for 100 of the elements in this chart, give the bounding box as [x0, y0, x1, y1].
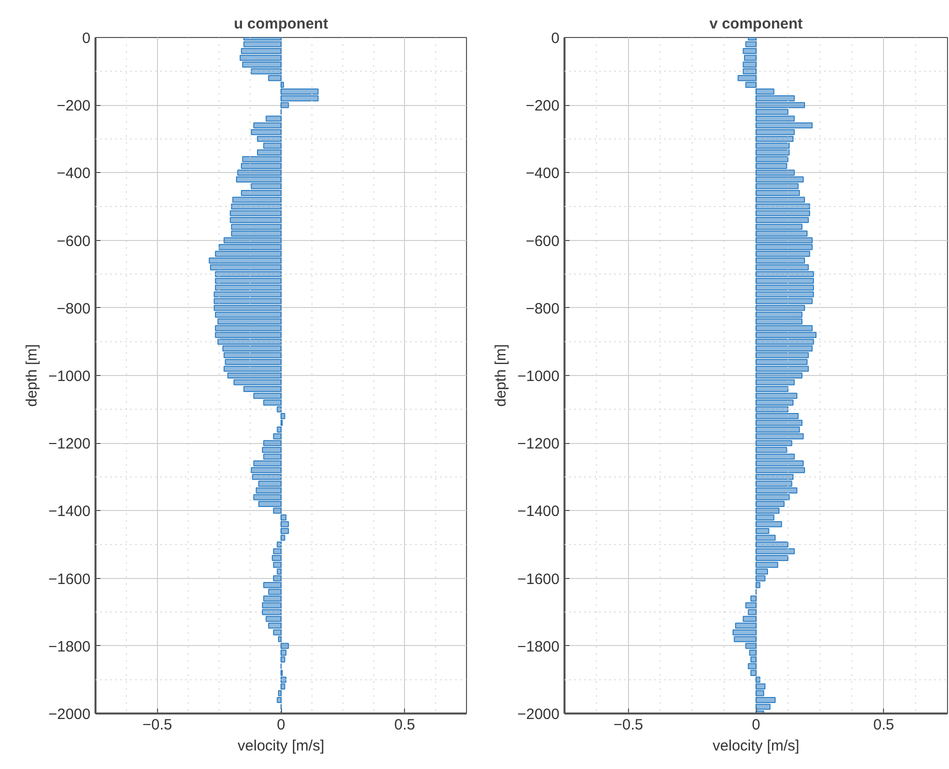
- bar: [756, 426, 800, 433]
- y-tick-label: −800: [526, 300, 560, 318]
- x-tick-label: 0.5: [873, 716, 894, 734]
- bar: [732, 629, 756, 636]
- x-tick-label: 0.5: [394, 716, 416, 734]
- bar: [756, 271, 814, 278]
- y-tick-label: −1200: [48, 436, 91, 453]
- x-tick-label: 0: [276, 716, 286, 734]
- bar: [756, 454, 795, 460]
- x-tick-label: −0.5: [142, 716, 172, 734]
- bar: [257, 149, 282, 156]
- bar: [237, 170, 282, 176]
- y-tick-label: −1800: [48, 638, 91, 656]
- bar: [756, 508, 780, 514]
- bar: [276, 568, 282, 575]
- bar: [756, 149, 790, 156]
- x-tick-label: 0: [752, 716, 760, 734]
- bar: [218, 244, 282, 250]
- bar: [756, 406, 788, 412]
- bar: [756, 541, 788, 548]
- bar: [214, 284, 282, 291]
- bar: [756, 210, 810, 216]
- y-tick-label: −1000: [48, 368, 91, 385]
- bar: [735, 622, 756, 629]
- bar: [280, 88, 319, 95]
- bar: [756, 358, 808, 366]
- bar: [227, 372, 282, 379]
- bar: [756, 278, 814, 284]
- bar: [756, 676, 760, 683]
- bar: [242, 62, 282, 68]
- bar: [214, 278, 282, 284]
- bar: [256, 487, 282, 494]
- bar: [750, 670, 756, 676]
- y-tick-label: −1600: [48, 570, 91, 588]
- bar: [756, 291, 814, 298]
- bar: [756, 433, 804, 440]
- bar: [756, 162, 788, 169]
- bar: [258, 500, 282, 507]
- bar: [224, 358, 282, 366]
- bar: [756, 122, 813, 128]
- bar: [756, 237, 813, 244]
- bar: [745, 642, 756, 649]
- bar: [240, 48, 282, 54]
- bar: [756, 467, 806, 474]
- bar: [756, 304, 806, 311]
- bar: [756, 284, 814, 291]
- x-axis-title: velocity [m/s]: [238, 738, 324, 754]
- y-tick-label: −1600: [517, 570, 560, 588]
- bar: [756, 156, 788, 162]
- bar: [262, 609, 282, 616]
- bar: [230, 210, 282, 216]
- bar: [250, 68, 282, 74]
- bar: [756, 230, 808, 237]
- bar: [745, 602, 756, 608]
- bar: [214, 332, 282, 338]
- bar: [252, 474, 282, 480]
- bar: [280, 521, 289, 528]
- bar: [278, 636, 282, 642]
- bar: [756, 500, 785, 507]
- bar: [280, 676, 286, 683]
- chart-title: u component: [234, 16, 328, 32]
- bar: [250, 183, 282, 190]
- bar: [756, 298, 813, 304]
- bar: [756, 548, 795, 554]
- bar: [268, 75, 282, 82]
- bar: [756, 95, 795, 102]
- bar: [253, 392, 282, 399]
- bar: [756, 176, 804, 182]
- bar: [756, 683, 766, 690]
- bar: [756, 386, 788, 392]
- y-tick-label: −2000: [517, 706, 560, 723]
- bar: [756, 116, 795, 122]
- bar: [280, 528, 289, 534]
- bar: [231, 224, 282, 230]
- bar: [756, 474, 794, 480]
- bar: [214, 271, 282, 278]
- bar: [756, 190, 800, 196]
- bar: [224, 366, 282, 372]
- bar: [756, 366, 809, 372]
- bar: [756, 528, 770, 534]
- y-tick-label: −400: [526, 165, 560, 182]
- bar: [253, 460, 282, 466]
- bar: [756, 440, 792, 446]
- bar: [268, 588, 282, 595]
- bar: [756, 142, 790, 149]
- bar: [240, 190, 282, 196]
- bar: [273, 548, 282, 554]
- bar: [214, 304, 282, 311]
- bar: [756, 392, 798, 399]
- y-axis-title: depth [m]: [492, 344, 510, 407]
- y-tick-label: −1200: [517, 436, 560, 453]
- bar: [745, 41, 756, 48]
- y-tick-label: −2000: [48, 706, 91, 723]
- chart-title: v component: [709, 16, 803, 32]
- bar: [280, 650, 286, 656]
- bar: [240, 162, 282, 169]
- bar: [756, 196, 806, 203]
- bar: [280, 413, 286, 420]
- bar: [273, 562, 282, 568]
- bar: [756, 250, 810, 257]
